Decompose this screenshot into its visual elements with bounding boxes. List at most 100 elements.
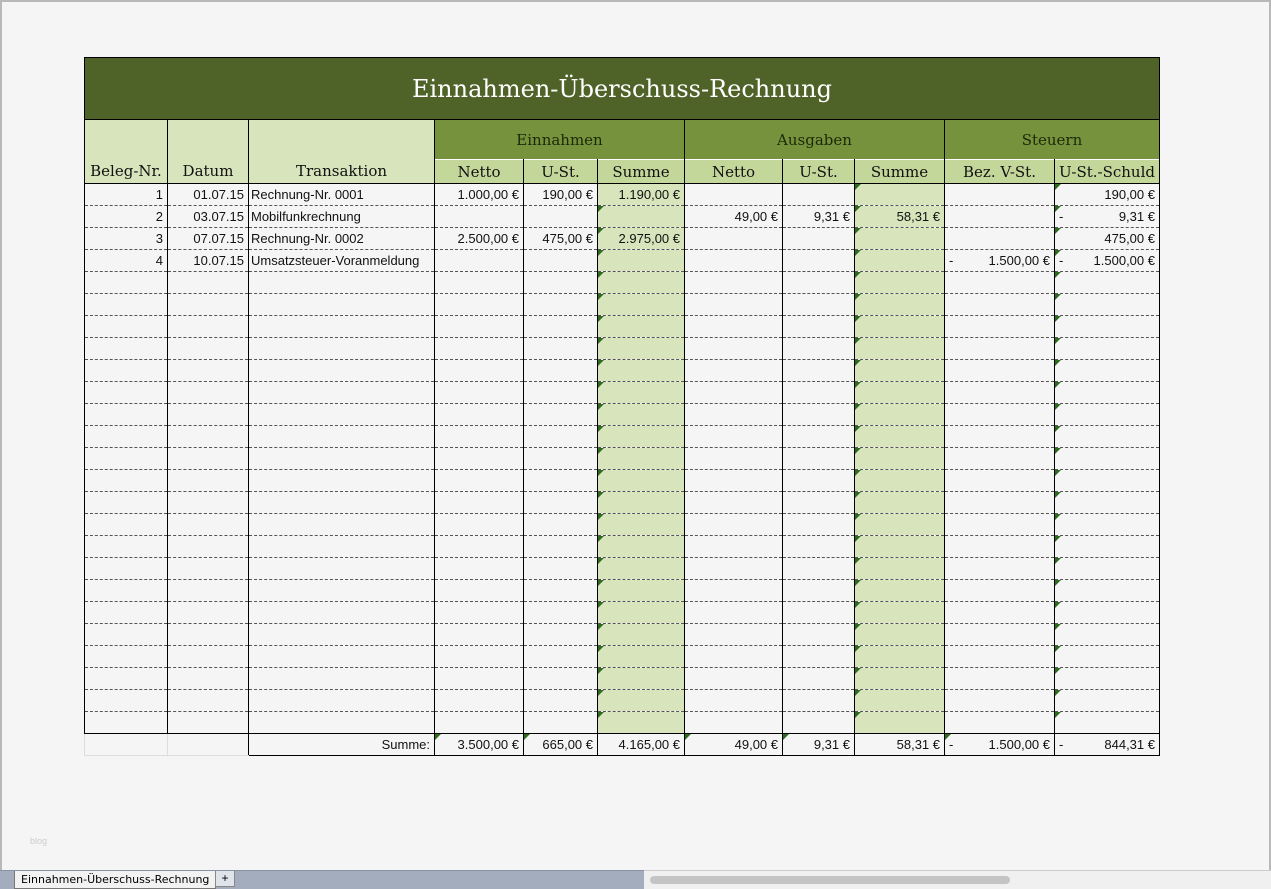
cell[interactable] — [434, 381, 524, 404]
cell[interactable] — [434, 711, 524, 734]
cell[interactable] — [854, 535, 945, 558]
subheader-cell[interactable]: Summe — [597, 159, 685, 184]
cell[interactable] — [597, 557, 685, 580]
cell[interactable]: 58,31 € — [854, 205, 945, 228]
cell[interactable] — [597, 425, 685, 448]
cell[interactable] — [944, 271, 1055, 294]
cell[interactable] — [523, 403, 598, 426]
cell[interactable] — [248, 337, 435, 360]
cell[interactable] — [597, 513, 685, 536]
cell[interactable] — [597, 579, 685, 602]
cell[interactable] — [1054, 381, 1160, 404]
cell[interactable] — [597, 667, 685, 690]
cell[interactable] — [684, 403, 783, 426]
cell[interactable] — [944, 645, 1055, 668]
cell[interactable] — [523, 601, 598, 624]
cell[interactable]: 2 — [84, 205, 168, 228]
cell[interactable] — [167, 689, 249, 712]
cell[interactable] — [434, 645, 524, 668]
total-cell[interactable]: 4.165,00 € — [597, 733, 685, 756]
cell[interactable] — [523, 491, 598, 514]
cell[interactable] — [167, 535, 249, 558]
cell[interactable] — [1054, 623, 1160, 646]
cell[interactable] — [167, 667, 249, 690]
cell[interactable] — [782, 293, 855, 316]
cell[interactable] — [1054, 293, 1160, 316]
cell[interactable] — [1054, 513, 1160, 536]
cell[interactable]: 1.000,00 € — [434, 183, 524, 206]
cell[interactable] — [684, 227, 783, 250]
cell[interactable] — [248, 645, 435, 668]
cell[interactable] — [84, 623, 168, 646]
group-einnahmen[interactable]: Einnahmen — [434, 119, 685, 160]
cell[interactable] — [434, 601, 524, 624]
cell[interactable] — [167, 601, 249, 624]
cell[interactable] — [782, 579, 855, 602]
cell[interactable] — [248, 513, 435, 536]
cell[interactable] — [944, 711, 1055, 734]
cell[interactable] — [523, 359, 598, 382]
cell[interactable] — [84, 579, 168, 602]
cell[interactable] — [167, 711, 249, 734]
cell[interactable] — [854, 381, 945, 404]
cell[interactable] — [597, 315, 685, 338]
cell[interactable] — [1054, 601, 1160, 624]
cell[interactable] — [854, 425, 945, 448]
cell[interactable] — [944, 601, 1055, 624]
cell[interactable]: -1.500,00 € — [944, 249, 1055, 272]
cell[interactable] — [684, 689, 783, 712]
cell[interactable]: -1.500,00 € — [1054, 249, 1160, 272]
cell[interactable] — [167, 491, 249, 514]
cell[interactable] — [1054, 689, 1160, 712]
cell[interactable] — [944, 337, 1055, 360]
cell[interactable] — [167, 557, 249, 580]
subheader-cell[interactable]: U-St. — [523, 159, 598, 184]
cell[interactable] — [854, 337, 945, 360]
cell[interactable] — [944, 205, 1055, 228]
cell[interactable] — [167, 447, 249, 470]
cell[interactable] — [597, 337, 685, 360]
cell[interactable] — [1054, 337, 1160, 360]
cell[interactable] — [854, 557, 945, 580]
sheet-tab[interactable]: Einnahmen-Überschuss-Rechnung — [14, 871, 217, 889]
cell[interactable] — [854, 227, 945, 250]
total-cell[interactable]: 9,31 € — [782, 733, 855, 756]
cell[interactable] — [434, 535, 524, 558]
cell[interactable] — [944, 183, 1055, 206]
cell[interactable] — [782, 711, 855, 734]
cell[interactable] — [84, 469, 168, 492]
cell[interactable] — [684, 315, 783, 338]
cell[interactable] — [434, 249, 524, 272]
cell[interactable] — [434, 623, 524, 646]
cell[interactable] — [597, 205, 685, 228]
header-datum[interactable]: Datum — [167, 119, 249, 184]
total-cell[interactable]: 3.500,00 € — [434, 733, 524, 756]
cell[interactable] — [523, 535, 598, 558]
cell[interactable] — [523, 447, 598, 470]
cell[interactable] — [684, 491, 783, 514]
cell[interactable] — [684, 337, 783, 360]
subheader-cell[interactable]: U-St.-Schuld — [1054, 159, 1160, 184]
cell[interactable] — [84, 359, 168, 382]
cell[interactable] — [684, 645, 783, 668]
subheader-cell[interactable]: Bez. V-St. — [944, 159, 1055, 184]
cell[interactable] — [434, 403, 524, 426]
cell[interactable] — [434, 205, 524, 228]
cell[interactable] — [248, 667, 435, 690]
cell[interactable] — [782, 271, 855, 294]
cell[interactable]: -9,31 € — [1054, 205, 1160, 228]
cell[interactable] — [944, 491, 1055, 514]
cell[interactable] — [782, 689, 855, 712]
cell[interactable] — [523, 381, 598, 404]
cell[interactable] — [523, 315, 598, 338]
cell[interactable] — [248, 293, 435, 316]
cell[interactable] — [84, 513, 168, 536]
cell[interactable] — [944, 513, 1055, 536]
cell[interactable] — [167, 733, 249, 756]
cell[interactable] — [684, 425, 783, 448]
cell[interactable] — [84, 557, 168, 580]
cell[interactable] — [684, 667, 783, 690]
cell[interactable] — [523, 205, 598, 228]
cell[interactable] — [248, 557, 435, 580]
add-sheet-button[interactable]: + — [215, 871, 235, 887]
